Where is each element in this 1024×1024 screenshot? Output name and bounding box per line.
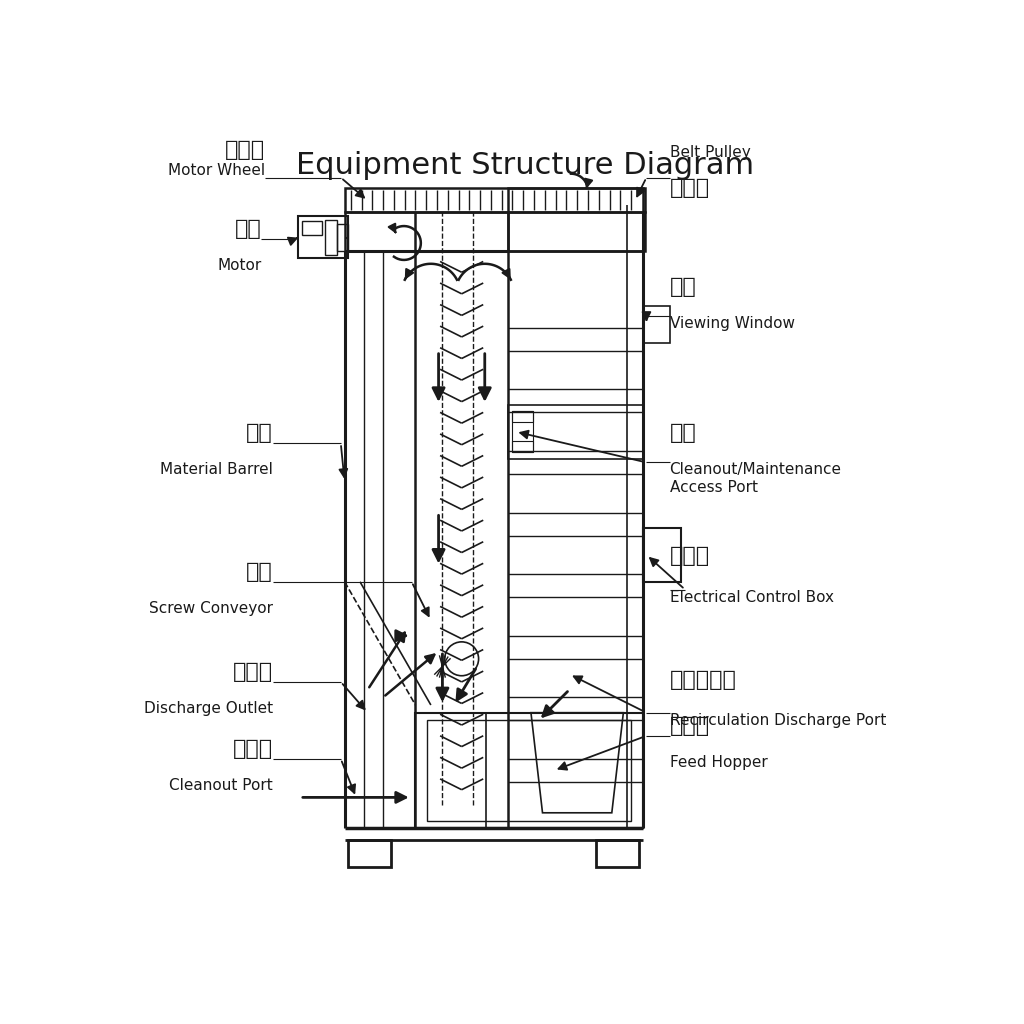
Text: 进料斗: 进料斗	[670, 716, 710, 736]
Text: Screw Conveyor: Screw Conveyor	[150, 601, 273, 616]
Bar	[298, 216, 348, 258]
Text: Belt Pulley: Belt Pulley	[670, 144, 751, 160]
Bar	[416, 713, 486, 828]
Text: 出料口: 出料口	[232, 662, 273, 682]
Bar	[512, 411, 534, 453]
Text: 皮带轮: 皮带轮	[670, 177, 710, 198]
Bar	[508, 404, 643, 459]
Text: Material Barrel: Material Barrel	[160, 463, 273, 477]
Text: Viewing Window: Viewing Window	[670, 316, 795, 331]
Bar	[596, 840, 639, 866]
Bar	[302, 221, 322, 236]
Bar	[512, 441, 534, 453]
Bar	[427, 721, 631, 820]
Bar	[416, 713, 643, 828]
Bar	[643, 528, 681, 582]
Text: Motor Wheel: Motor Wheel	[168, 163, 265, 177]
Text: Feed Hopper: Feed Hopper	[670, 755, 767, 770]
Text: Cleanout/Maintenance
Access Port: Cleanout/Maintenance Access Port	[670, 463, 842, 495]
Text: Cleanout Port: Cleanout Port	[169, 778, 273, 794]
Text: 电机轮: 电机轮	[225, 140, 265, 160]
Bar	[508, 187, 643, 251]
Text: Discharge Outlet: Discharge Outlet	[144, 701, 273, 716]
Bar	[326, 220, 337, 255]
Text: 螺杆: 螺杆	[246, 562, 273, 582]
Text: Equipment Structure Diagram: Equipment Structure Diagram	[296, 152, 754, 180]
Text: 料桶: 料桶	[246, 423, 273, 443]
Text: 循环落料口: 循环落料口	[670, 670, 736, 689]
Text: 清料口: 清料口	[232, 739, 273, 759]
Text: 视窗: 视窗	[670, 276, 696, 297]
Bar	[643, 306, 670, 343]
Bar	[337, 224, 348, 251]
Text: Electrical Control Box: Electrical Control Box	[670, 590, 834, 604]
Text: 电机: 电机	[234, 219, 261, 240]
Text: 电控箱: 电控箱	[670, 547, 710, 566]
Bar	[512, 411, 534, 423]
Text: Motor: Motor	[217, 258, 261, 273]
Bar	[348, 840, 391, 866]
Bar	[345, 187, 645, 212]
Bar	[345, 212, 645, 251]
Text: Recirculation Discharge Port: Recirculation Discharge Port	[670, 713, 886, 728]
Text: 入口: 入口	[670, 423, 696, 443]
